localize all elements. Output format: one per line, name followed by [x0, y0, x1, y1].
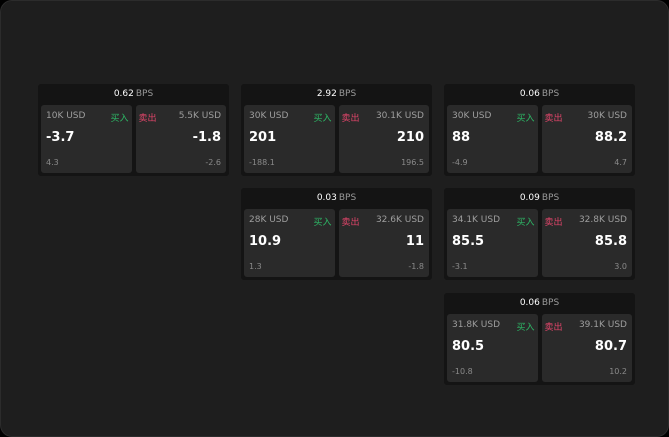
spread-unit: BPS — [338, 89, 357, 99]
spread-value: 0.03 — [316, 193, 337, 203]
buy-change: -10.8 — [452, 367, 473, 376]
buy-change: -188.1 — [249, 158, 275, 167]
sell-label: 卖出 — [544, 114, 563, 124]
sell-quantity: 39.1K USD — [578, 320, 627, 330]
price-tile: 2.92 BPS 30K USD 买入 201 -188.1 卖出 30.1K U… — [241, 84, 432, 176]
buy-price: 10.9 — [249, 234, 282, 249]
sell-quantity: 30.1K USD — [375, 111, 424, 121]
sell-label: 卖出 — [341, 218, 360, 228]
spread-unit: BPS — [541, 89, 560, 99]
price-tile: 0.06 BPS 30K USD 买入 88 -4.9 卖出 30K USD 88… — [444, 84, 635, 176]
spread-header: 0.06 BPS — [444, 84, 635, 105]
sell-change: -2.6 — [205, 158, 221, 167]
sell-change: 10.2 — [609, 367, 627, 376]
buy-label: 买入 — [516, 114, 535, 124]
buy-quantity: 30K USD — [249, 111, 289, 121]
sell-button[interactable]: 卖出 30K USD 88.2 4.7 — [541, 105, 632, 173]
spread-header: 0.03 BPS — [241, 188, 432, 209]
sell-button[interactable]: 卖出 32.6K USD 11 -1.8 — [338, 209, 429, 277]
sell-change: 196.5 — [401, 158, 424, 167]
buy-price: 85.5 — [452, 234, 485, 249]
buy-label: 买入 — [516, 218, 535, 228]
spread-unit: BPS — [338, 193, 357, 203]
sell-button[interactable]: 卖出 32.8K USD 85.8 3.0 — [541, 209, 632, 277]
sell-price: 88.2 — [594, 130, 627, 145]
buy-change: 4.3 — [46, 158, 59, 167]
buy-quantity: 10K USD — [46, 111, 86, 121]
sell-price: 80.7 — [594, 339, 627, 354]
spread-unit: BPS — [541, 298, 560, 308]
spread-value: 0.62 — [113, 89, 134, 99]
buy-price: 88 — [452, 130, 471, 145]
buy-button[interactable]: 10K USD 买入 -3.7 4.3 — [41, 105, 132, 173]
sell-price: 11 — [405, 234, 424, 249]
buy-button[interactable]: 34.1K USD 买入 85.5 -3.1 — [447, 209, 538, 277]
sell-quantity: 32.8K USD — [578, 215, 627, 225]
price-tile: 0.09 BPS 34.1K USD 买入 85.5 -3.1 卖出 32.8K … — [444, 188, 635, 280]
spread-value: 0.06 — [519, 89, 540, 99]
buy-change: -3.1 — [452, 262, 468, 271]
buy-price: -3.7 — [46, 130, 75, 145]
sell-button[interactable]: 卖出 30.1K USD 210 196.5 — [338, 105, 429, 173]
spread-value: 0.09 — [519, 193, 540, 203]
buy-quantity: 30K USD — [452, 111, 492, 121]
sell-change: 3.0 — [614, 262, 627, 271]
buy-button[interactable]: 30K USD 买入 88 -4.9 — [447, 105, 538, 173]
buy-label: 买入 — [516, 323, 535, 333]
buy-button[interactable]: 31.8K USD 买入 80.5 -10.8 — [447, 314, 538, 382]
buy-quantity: 34.1K USD — [452, 215, 501, 225]
sell-label: 卖出 — [341, 114, 360, 124]
spread-unit: BPS — [541, 193, 560, 203]
sell-label: 卖出 — [544, 323, 563, 333]
buy-quantity: 31.8K USD — [452, 320, 501, 330]
spread-value: 2.92 — [316, 89, 337, 99]
price-tile: 0.62 BPS 10K USD 买入 -3.7 4.3 卖出 5.5K USD … — [38, 84, 229, 176]
buy-label: 买入 — [110, 114, 129, 124]
sell-price: 210 — [396, 130, 424, 145]
spread-value: 0.06 — [519, 298, 540, 308]
spread-header: 2.92 BPS — [241, 84, 432, 105]
buy-label: 买入 — [313, 114, 332, 124]
buy-price: 80.5 — [452, 339, 485, 354]
buy-button[interactable]: 30K USD 买入 201 -188.1 — [244, 105, 335, 173]
spread-header: 0.09 BPS — [444, 188, 635, 209]
sell-change: 4.7 — [614, 158, 627, 167]
sell-quantity: 32.6K USD — [375, 215, 424, 225]
buy-button[interactable]: 28K USD 买入 10.9 1.3 — [244, 209, 335, 277]
buy-quantity: 28K USD — [249, 215, 289, 225]
buy-change: 1.3 — [249, 262, 262, 271]
price-tile: 0.06 BPS 31.8K USD 买入 80.5 -10.8 卖出 39.1K… — [444, 293, 635, 385]
sell-label: 卖出 — [138, 114, 157, 124]
sell-price: 85.8 — [594, 234, 627, 249]
price-tile: 0.03 BPS 28K USD 买入 10.9 1.3 卖出 32.6K USD… — [241, 188, 432, 280]
sell-quantity: 5.5K USD — [178, 111, 221, 121]
sell-change: -1.8 — [408, 262, 424, 271]
buy-price: 201 — [249, 130, 277, 145]
buy-change: -4.9 — [452, 158, 468, 167]
spread-unit: BPS — [135, 89, 154, 99]
sell-button[interactable]: 卖出 5.5K USD -1.8 -2.6 — [135, 105, 226, 173]
sell-label: 卖出 — [544, 218, 563, 228]
buy-label: 买入 — [313, 218, 332, 228]
spread-header: 0.06 BPS — [444, 293, 635, 314]
sell-button[interactable]: 卖出 39.1K USD 80.7 10.2 — [541, 314, 632, 382]
spread-header: 0.62 BPS — [38, 84, 229, 105]
sell-price: -1.8 — [192, 130, 221, 145]
sell-quantity: 30K USD — [587, 111, 627, 121]
